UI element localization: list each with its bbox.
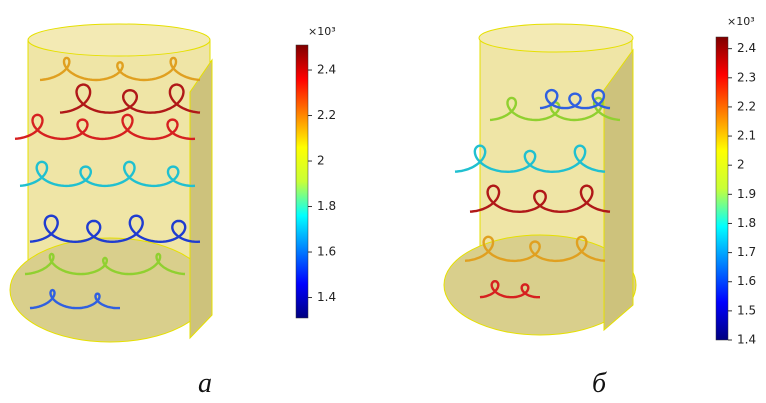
colorbar-tick-label: 2.1 [737,129,756,143]
colorbar-multiplier: ×10³ [727,15,755,28]
panel-label: a [198,368,212,399]
cylinder [9,23,213,343]
cylinder [443,23,637,336]
trajectory [39,56,201,82]
trajectory [479,280,540,299]
trajectory [469,184,611,214]
colorbar-tick-label: 2.2 [737,99,756,113]
colorbar [715,36,729,341]
colorbar-tick-label: 1.8 [317,199,336,213]
colorbar-tick-label: 2.3 [737,70,756,84]
trajectory [19,160,196,188]
trajectory [24,252,186,276]
panel-label: б [592,368,607,399]
colorbar-tick-label: 2 [737,158,745,172]
colorbar-tick-label: 1.7 [737,245,756,259]
colorbar-tick-label: 2.4 [317,63,336,77]
trajectory [539,88,611,110]
colorbar-tick-label: 1.5 [737,303,756,317]
trajectories [14,56,621,310]
colorbar-tick-label: 1.6 [737,274,756,288]
colorbar-tick-label: 2.2 [317,108,336,122]
colorbar-tick-label: 1.9 [737,187,756,201]
colorbar-tick-label: 1.8 [737,216,756,230]
colorbar-tick-label: 1.4 [317,290,336,304]
trajectory [59,83,201,114]
colorbar-tick-label: 2.4 [737,41,756,55]
trajectory [464,235,606,263]
trajectory [29,288,120,310]
trajectory [454,144,606,174]
colorbar [295,44,309,319]
colorbar-tick-label: 2 [317,154,325,168]
colorbar-tick-label: 1.6 [317,245,336,259]
colorbar-multiplier: ×10³ [308,25,336,38]
trajectory [29,214,201,244]
trajectory [14,113,196,141]
colorbar-tick-label: 1.4 [737,333,756,347]
